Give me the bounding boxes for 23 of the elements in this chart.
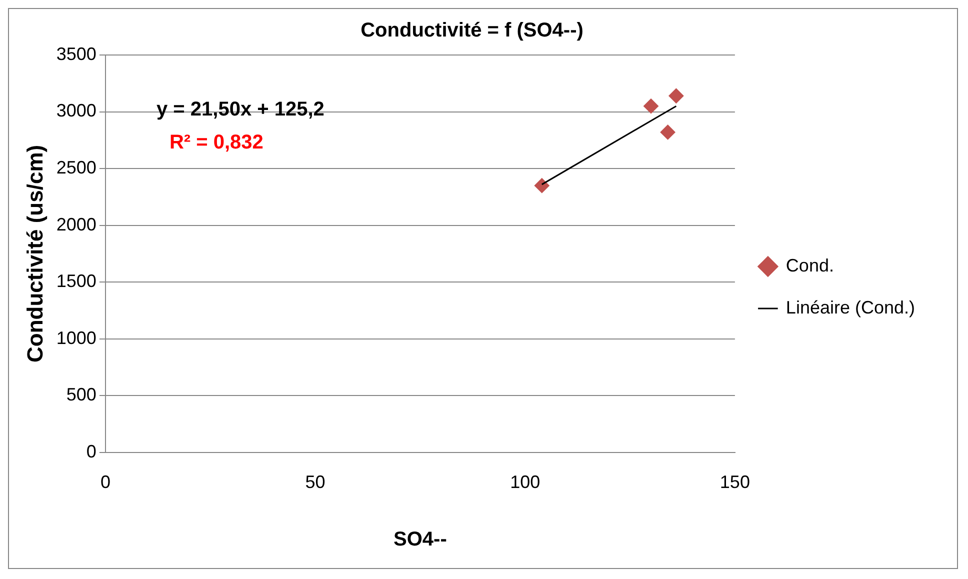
legend-label: Linéaire (Cond.): [786, 297, 916, 318]
y-tick-label: 2500: [56, 158, 96, 178]
legend-label: Cond.: [786, 255, 834, 276]
x-tick-label: 0: [100, 472, 110, 492]
point: [660, 124, 676, 140]
x-axis-title: SO4--: [394, 528, 447, 551]
annotation: R² = 0,832: [169, 132, 264, 154]
y-tick-label: 1500: [56, 271, 96, 292]
x-tick-label: 100: [510, 472, 540, 492]
point: [534, 178, 550, 194]
chart-title: Conductivité = f (SO4--): [360, 20, 584, 42]
point: [644, 98, 658, 114]
y-tick-label: 0: [86, 441, 96, 462]
y-tick-label: 1000: [56, 328, 96, 348]
y-tick-label: 2000: [56, 214, 96, 234]
point: [668, 88, 684, 104]
y-tick-label: 3000: [56, 100, 96, 121]
y-tick-label: 500: [66, 384, 96, 405]
annotation: y = 21,50x + 125,2: [156, 98, 324, 121]
y-tick-label: 3500: [56, 44, 96, 64]
x-tick-label: 150: [720, 472, 750, 492]
y-axis-title: Conductivité (us/cm): [22, 144, 48, 362]
x-tick-label: 50: [305, 472, 326, 492]
